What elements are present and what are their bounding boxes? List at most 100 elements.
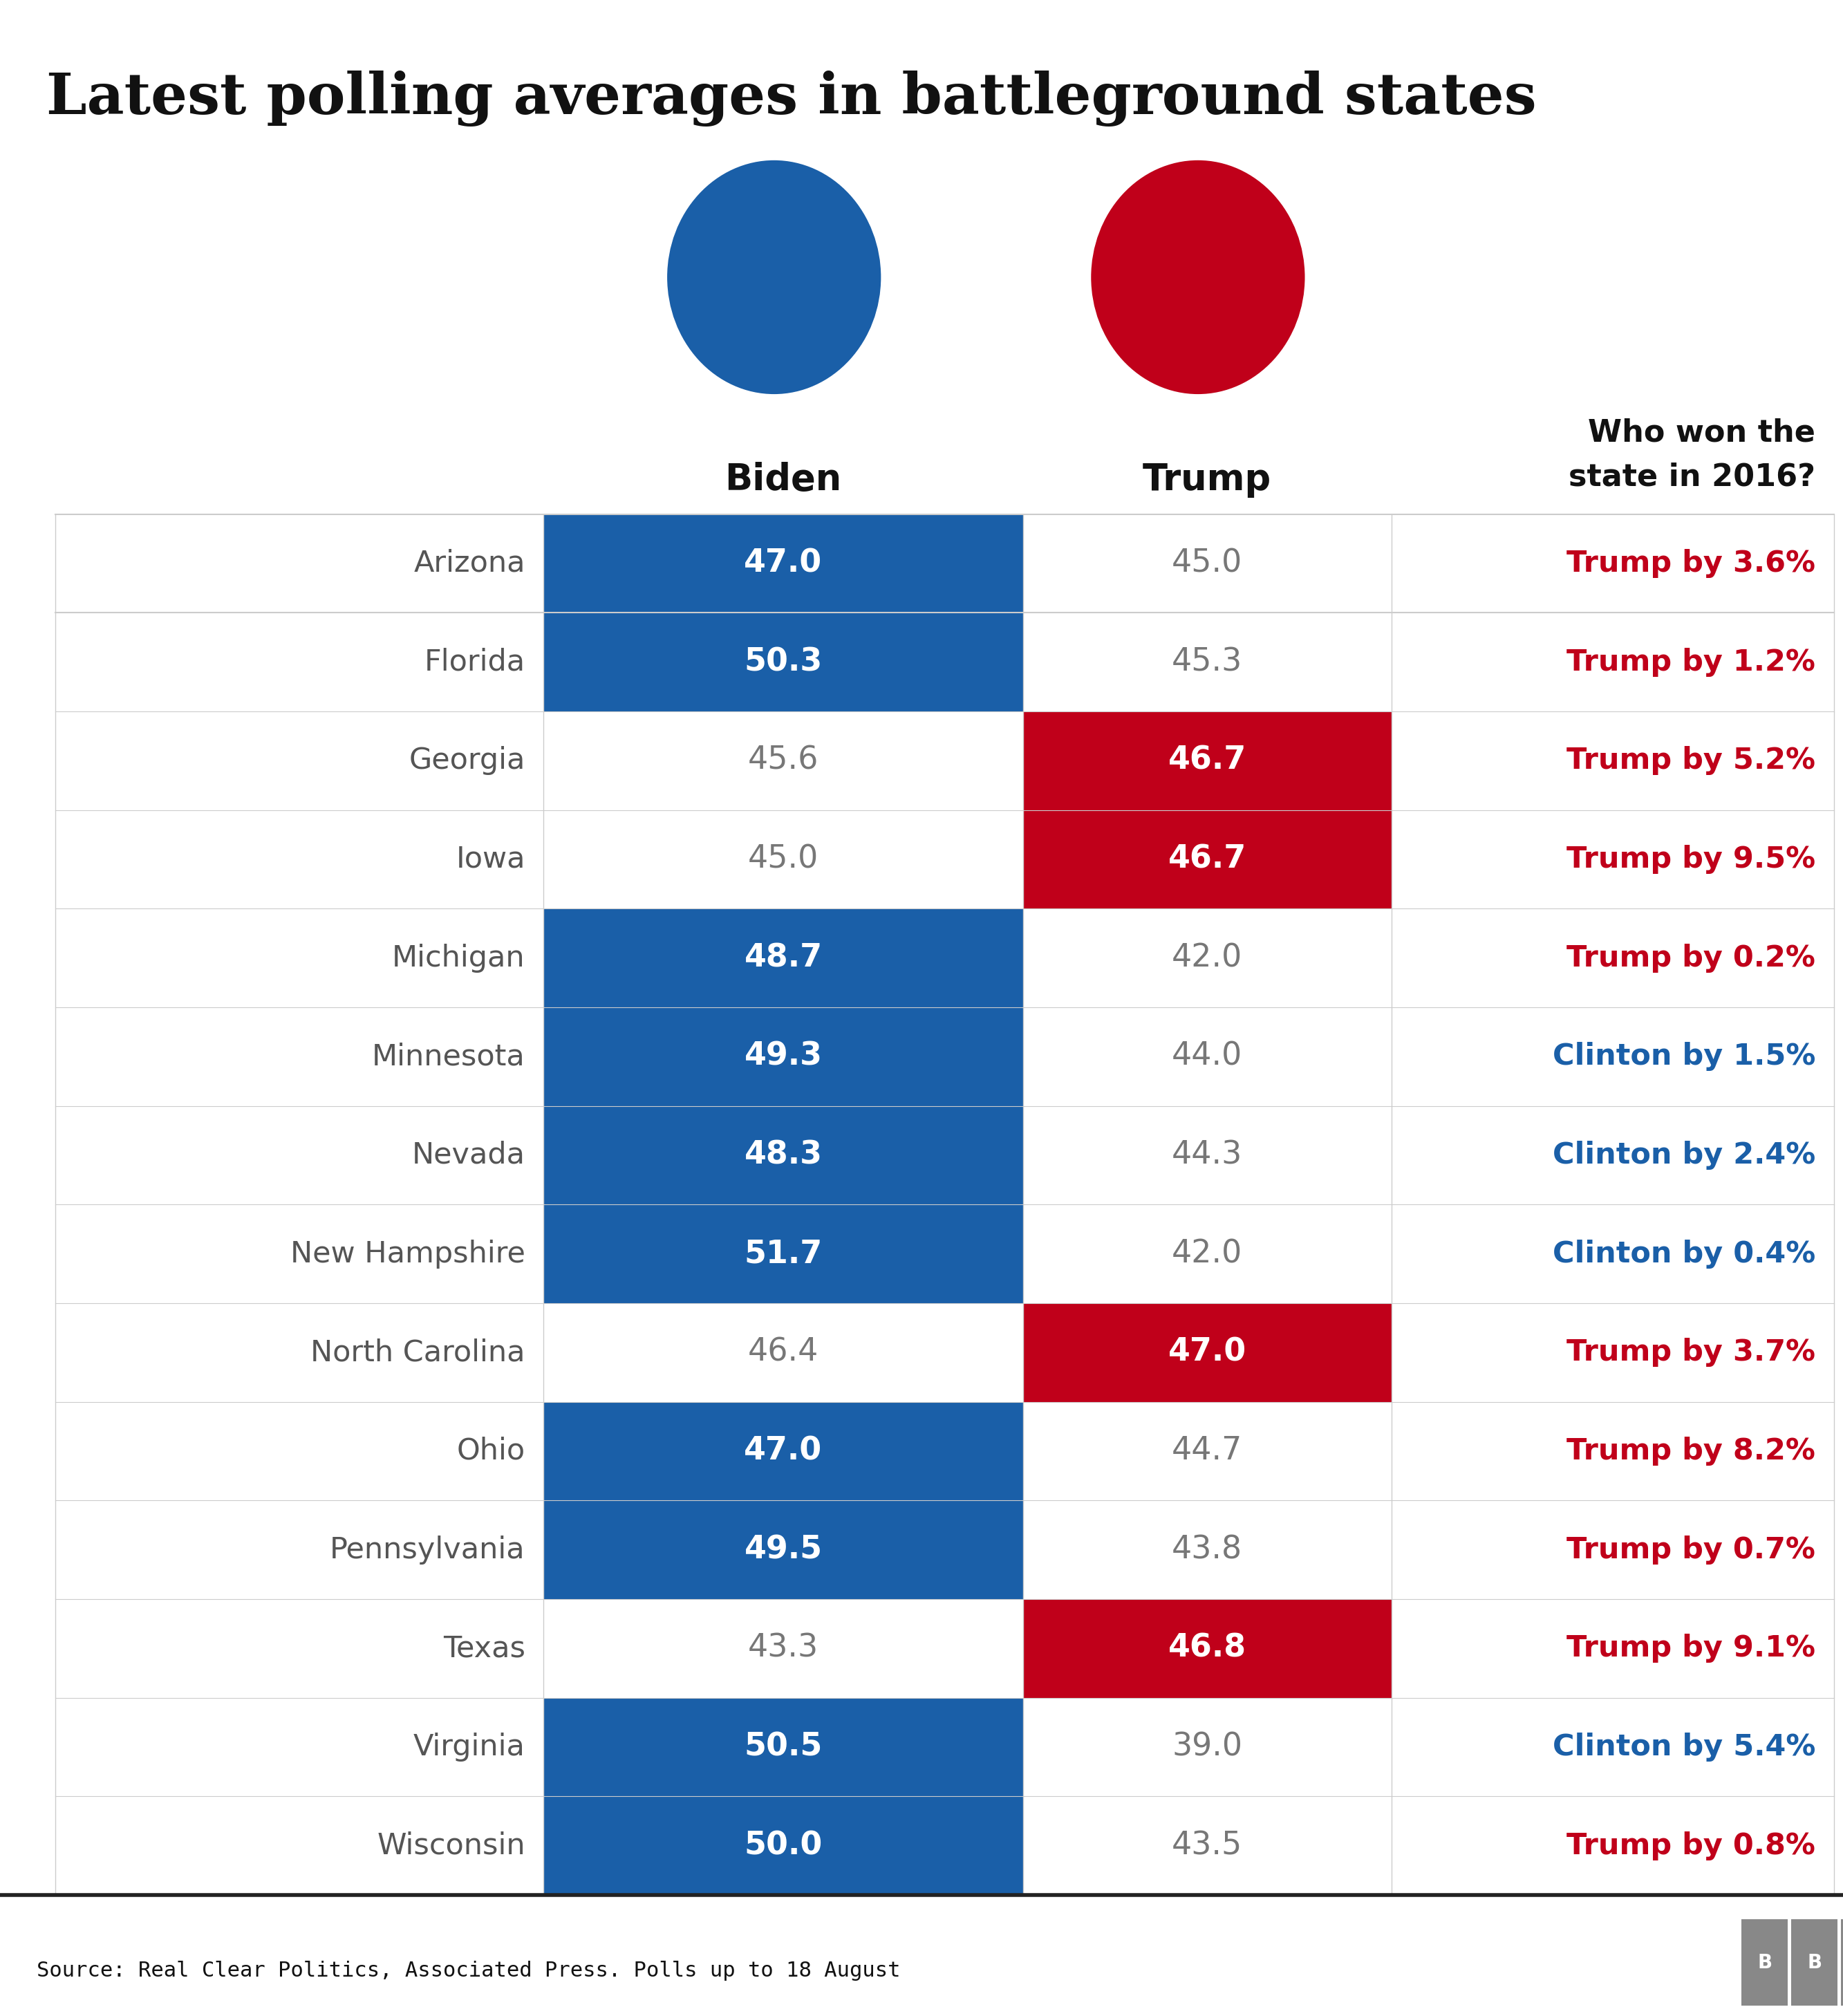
FancyBboxPatch shape — [55, 613, 1834, 712]
FancyBboxPatch shape — [55, 1697, 1834, 1796]
Text: Clinton by 5.4%: Clinton by 5.4% — [1552, 1732, 1815, 1762]
Text: 45.6: 45.6 — [748, 746, 818, 776]
Text: Texas: Texas — [442, 1633, 525, 1663]
Text: 46.4: 46.4 — [748, 1337, 818, 1369]
Text: 44.7: 44.7 — [1172, 1435, 1242, 1468]
FancyBboxPatch shape — [55, 514, 1834, 613]
Text: 48.7: 48.7 — [745, 941, 822, 974]
Text: Pennsylvania: Pennsylvania — [330, 1536, 525, 1564]
Text: 50.5: 50.5 — [745, 1732, 822, 1762]
Text: state in 2016?: state in 2016? — [1568, 462, 1815, 492]
FancyBboxPatch shape — [1023, 810, 1391, 909]
Text: Michigan: Michigan — [393, 943, 525, 972]
FancyBboxPatch shape — [544, 712, 1023, 810]
FancyBboxPatch shape — [55, 1599, 1834, 1697]
Text: Source: Real Clear Politics, Associated Press. Polls up to 18 August: Source: Real Clear Politics, Associated … — [37, 1962, 901, 1980]
Text: Nevada: Nevada — [411, 1141, 525, 1169]
FancyBboxPatch shape — [544, 514, 1023, 613]
Text: 39.0: 39.0 — [1172, 1732, 1242, 1762]
FancyBboxPatch shape — [1023, 712, 1391, 810]
FancyBboxPatch shape — [544, 613, 1023, 712]
FancyBboxPatch shape — [544, 1302, 1023, 1401]
Text: B: B — [1758, 1954, 1771, 1972]
Text: 42.0: 42.0 — [1172, 1238, 1242, 1270]
Text: 46.7: 46.7 — [1168, 845, 1246, 875]
FancyBboxPatch shape — [1023, 1500, 1391, 1599]
Text: Trump by 3.6%: Trump by 3.6% — [1567, 548, 1815, 579]
FancyBboxPatch shape — [1742, 1919, 1788, 2006]
Text: North Carolina: North Carolina — [311, 1339, 525, 1367]
Text: 49.3: 49.3 — [745, 1040, 822, 1073]
Text: 45.3: 45.3 — [1172, 647, 1242, 677]
Text: Clinton by 2.4%: Clinton by 2.4% — [1552, 1141, 1815, 1169]
FancyBboxPatch shape — [55, 1796, 1834, 1895]
Text: Wisconsin: Wisconsin — [376, 1831, 525, 1861]
Text: 50.0: 50.0 — [745, 1831, 822, 1861]
Text: 45.0: 45.0 — [748, 845, 818, 875]
FancyBboxPatch shape — [1023, 1401, 1391, 1500]
FancyBboxPatch shape — [1023, 1697, 1391, 1796]
FancyBboxPatch shape — [544, 1500, 1023, 1599]
FancyBboxPatch shape — [1023, 613, 1391, 712]
FancyBboxPatch shape — [1023, 1107, 1391, 1206]
FancyBboxPatch shape — [1841, 1919, 1843, 2006]
Text: Clinton by 0.4%: Clinton by 0.4% — [1552, 1240, 1815, 1268]
Text: 49.5: 49.5 — [745, 1534, 822, 1564]
Circle shape — [1091, 159, 1305, 395]
Text: Trump by 9.1%: Trump by 9.1% — [1567, 1633, 1815, 1663]
Text: 46.7: 46.7 — [1168, 746, 1246, 776]
Text: 45.0: 45.0 — [1172, 548, 1242, 579]
Text: 44.0: 44.0 — [1172, 1040, 1242, 1073]
FancyBboxPatch shape — [1023, 1008, 1391, 1107]
Text: 50.3: 50.3 — [745, 647, 822, 677]
Text: Clinton by 1.5%: Clinton by 1.5% — [1552, 1042, 1815, 1070]
Text: Trump by 5.2%: Trump by 5.2% — [1567, 746, 1815, 776]
Text: 47.0: 47.0 — [745, 1435, 822, 1468]
Text: 47.0: 47.0 — [745, 548, 822, 579]
FancyBboxPatch shape — [544, 1796, 1023, 1895]
FancyBboxPatch shape — [1023, 1206, 1391, 1302]
Text: Iowa: Iowa — [455, 845, 525, 873]
FancyBboxPatch shape — [1023, 909, 1391, 1008]
Text: Trump by 0.2%: Trump by 0.2% — [1567, 943, 1815, 972]
Text: Trump by 3.7%: Trump by 3.7% — [1567, 1339, 1815, 1367]
Text: 51.7: 51.7 — [745, 1238, 822, 1270]
Text: 48.3: 48.3 — [745, 1139, 822, 1171]
Text: Florida: Florida — [424, 647, 525, 677]
Text: 42.0: 42.0 — [1172, 941, 1242, 974]
FancyBboxPatch shape — [55, 1302, 1834, 1401]
Text: 46.8: 46.8 — [1168, 1633, 1246, 1663]
Text: 44.3: 44.3 — [1172, 1139, 1242, 1171]
Text: Trump: Trump — [1143, 462, 1272, 498]
Text: 43.8: 43.8 — [1172, 1534, 1242, 1564]
FancyBboxPatch shape — [544, 810, 1023, 909]
FancyBboxPatch shape — [1023, 1302, 1391, 1401]
FancyBboxPatch shape — [55, 1401, 1834, 1500]
FancyBboxPatch shape — [1023, 1599, 1391, 1697]
FancyBboxPatch shape — [1023, 1796, 1391, 1895]
FancyBboxPatch shape — [55, 712, 1834, 810]
FancyBboxPatch shape — [544, 909, 1023, 1008]
FancyBboxPatch shape — [55, 1008, 1834, 1107]
Text: New Hampshire: New Hampshire — [291, 1240, 525, 1268]
Text: Latest polling averages in battleground states: Latest polling averages in battleground … — [46, 71, 1537, 127]
FancyBboxPatch shape — [55, 1206, 1834, 1302]
FancyBboxPatch shape — [544, 1008, 1023, 1107]
Text: Trump by 9.5%: Trump by 9.5% — [1567, 845, 1815, 873]
FancyBboxPatch shape — [544, 1401, 1023, 1500]
FancyBboxPatch shape — [55, 909, 1834, 1008]
Text: Ohio: Ohio — [457, 1437, 525, 1466]
Text: Trump by 0.8%: Trump by 0.8% — [1567, 1831, 1815, 1861]
FancyBboxPatch shape — [55, 1107, 1834, 1206]
FancyBboxPatch shape — [55, 810, 1834, 909]
FancyBboxPatch shape — [544, 1107, 1023, 1206]
FancyBboxPatch shape — [544, 1697, 1023, 1796]
Text: Biden: Biden — [724, 462, 842, 498]
Text: Georgia: Georgia — [409, 746, 525, 776]
FancyBboxPatch shape — [544, 1599, 1023, 1697]
FancyBboxPatch shape — [0, 1915, 1843, 2016]
Text: 43.5: 43.5 — [1172, 1831, 1242, 1861]
Circle shape — [667, 159, 881, 395]
Text: Who won the: Who won the — [1589, 417, 1815, 448]
Text: Arizona: Arizona — [413, 548, 525, 579]
